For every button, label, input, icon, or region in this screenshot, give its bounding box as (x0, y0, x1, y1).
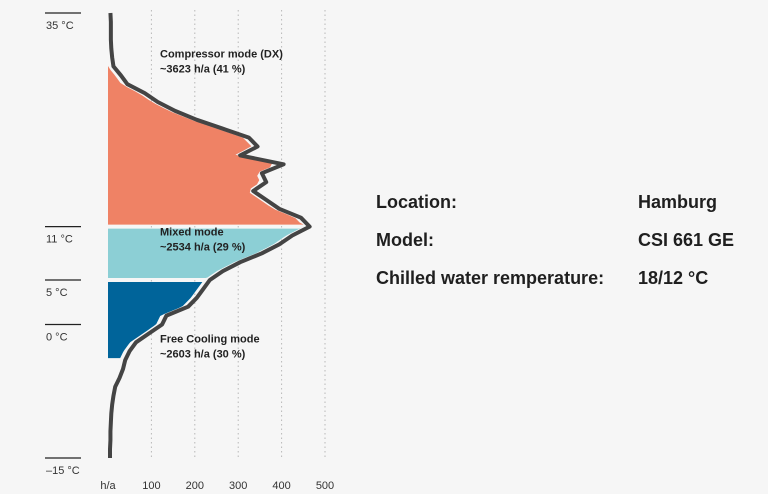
y-tick-label-4: –15 °C (46, 465, 80, 477)
annotation-value-0: ~3623 h/a (41 %) (160, 64, 246, 76)
y-axis-ticks: 35 °C 11 °C 5 °C 0 °C –15 °C (45, 12, 81, 477)
hours-distribution-chart: 35 °C 11 °C 5 °C 0 °C –15 °C 100 200 300 400 500… (45, 10, 334, 492)
water-temperature-label: Chilled water remperature: (376, 268, 605, 288)
info-panel: Location: Hamburg Model: CSI 661 GE Chil… (376, 192, 756, 306)
mode-annotations: Compressor mode (DX) ~3623 h/a (41 %) Mixe… (160, 49, 283, 361)
y-tick-label-1: 11 °C (46, 234, 73, 246)
annotation-title-1: Mixed mode (160, 227, 224, 239)
distribution-outline (108, 12, 312, 458)
area-free-cooling-mode (108, 282, 204, 359)
area-mixed-mode (108, 228, 304, 278)
location-value: Hamburg (638, 192, 718, 212)
annotation-title-0: Compressor mode (DX) (160, 49, 283, 61)
x-tick-label-200: 200 (186, 480, 204, 492)
x-tick-label-400: 400 (272, 480, 290, 492)
x-tick-label-100: 100 (142, 480, 160, 492)
annotation-value-2: ~2603 h/a (30 %) (160, 348, 246, 360)
water-temperature-value: 18/12 °C (638, 268, 709, 288)
model-label: Model: (376, 230, 434, 250)
x-axis-label: h/a (100, 480, 116, 492)
y-tick-label-0: 35 °C (46, 20, 74, 32)
area-compressor-mode-dx (108, 59, 304, 225)
x-tick-label-500: 500 (316, 480, 334, 492)
annotation-title-2: Free Cooling mode (160, 333, 260, 345)
info-row-model: Model: CSI 661 GE (376, 230, 756, 268)
x-tick-label-300: 300 (229, 480, 247, 492)
annotation-value-1: ~2534 h/a (29 %) (160, 242, 246, 254)
distribution-outline-line (108, 12, 312, 458)
location-label: Location: (376, 192, 457, 212)
mode-areas (108, 59, 304, 359)
y-tick-label-2: 5 °C (46, 287, 68, 299)
y-tick-label-3: 0 °C (46, 332, 68, 344)
x-axis-ticks: 100 200 300 400 500 h/a (100, 480, 334, 492)
model-value: CSI 661 GE (638, 230, 735, 250)
info-row-water-temperature: Chilled water remperature: 18/12 °C (376, 268, 756, 306)
info-row-location: Location: Hamburg (376, 192, 756, 230)
